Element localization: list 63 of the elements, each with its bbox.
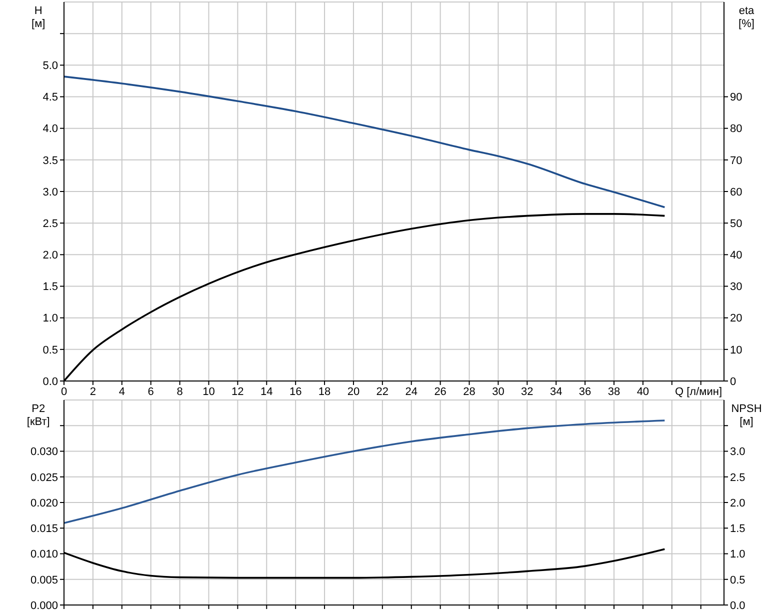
y-tick-label: 0.005 [30, 574, 58, 586]
y2-tick-label: 2.5 [730, 472, 746, 484]
y-tick-label: 0.5 [42, 344, 58, 356]
y-tick-label: 1.5 [42, 281, 58, 294]
y-tick-label: 0.020 [30, 497, 58, 510]
y2-tick-label: 10 [730, 344, 742, 356]
y-tick-label: 0.010 [30, 548, 58, 561]
x-tick-label: 2 [90, 386, 96, 398]
y2-tick-label: 3.0 [730, 446, 746, 458]
x-tick-label: 30 [492, 386, 504, 398]
y2-tick-label: 1.5 [730, 523, 746, 536]
y-tick-label: 4.0 [42, 123, 58, 136]
y-tick-label: 0.000 [30, 600, 58, 611]
y2-tick-label: 90 [730, 92, 742, 104]
y-tick-label: 2.5 [42, 218, 58, 230]
y2-axis-title: eta [%] [738, 5, 756, 30]
x-tick-label: 0 [60, 386, 68, 398]
y2-tick-label: 0.5 [730, 574, 746, 586]
y-tick-label: 5.0 [42, 60, 58, 72]
y2-axis-title: NPSH [м] [731, 403, 762, 428]
x-tick-label: 10 [202, 386, 215, 398]
y2-tick-label: 0.0 [730, 600, 746, 611]
x-tick-label: 20 [347, 386, 360, 398]
x-tick-label: 6 [148, 386, 154, 398]
x-axis-title: Q [л/мин] [675, 386, 722, 398]
y2-tick-label: 70 [730, 154, 742, 167]
x-tick-label: 32 [521, 386, 534, 398]
line-series [64, 76, 666, 208]
y-tick-label: 4.5 [42, 92, 58, 104]
y2-tick-label: 1.0 [730, 548, 746, 561]
y2-tick-label: 20 [730, 312, 742, 325]
y-tick-label: 0.015 [30, 523, 58, 536]
y-axis-title: P2 [кВт] [26, 403, 50, 428]
y2-tick-label: 0 [730, 376, 736, 388]
y-tick-label: 0.025 [30, 472, 58, 484]
y2-tick-label: 60 [730, 186, 742, 198]
x-tick-label: 24 [405, 386, 418, 398]
x-tick-label: 16 [289, 386, 302, 398]
y2-tick-label: 80 [730, 123, 742, 136]
x-tick-label: 28 [463, 386, 476, 398]
x-tick-label: 34 [550, 386, 562, 398]
x-tick-label: 40 [636, 386, 650, 398]
y-axis-title: H [м] [32, 5, 46, 30]
x-tick-label: 4 [118, 386, 125, 398]
x-tick-label: 38 [608, 386, 620, 398]
x-tick-label: 12 [232, 386, 244, 398]
y-tick-label: 1.0 [42, 312, 58, 325]
x-tick-label: 22 [376, 386, 389, 398]
line-series [64, 420, 666, 524]
y-tick-label: 2.0 [42, 250, 58, 262]
y-tick-label: 0.0 [42, 376, 58, 388]
y-tick-label: 3.0 [42, 186, 58, 198]
y-tick-label: 3.5 [42, 154, 58, 167]
y2-tick-label: 40 [730, 250, 742, 262]
y2-tick-label: 2.0 [730, 497, 746, 510]
x-tick-label: 14 [260, 386, 273, 398]
y2-tick-label: 30 [730, 281, 742, 294]
x-tick-label: 18 [318, 386, 331, 398]
y-tick-label: 0.030 [30, 446, 58, 458]
x-tick-label: 8 [176, 386, 183, 398]
y2-tick-label: 50 [730, 218, 742, 230]
x-tick-label: 26 [434, 386, 446, 398]
x-tick-label: 36 [578, 386, 592, 398]
